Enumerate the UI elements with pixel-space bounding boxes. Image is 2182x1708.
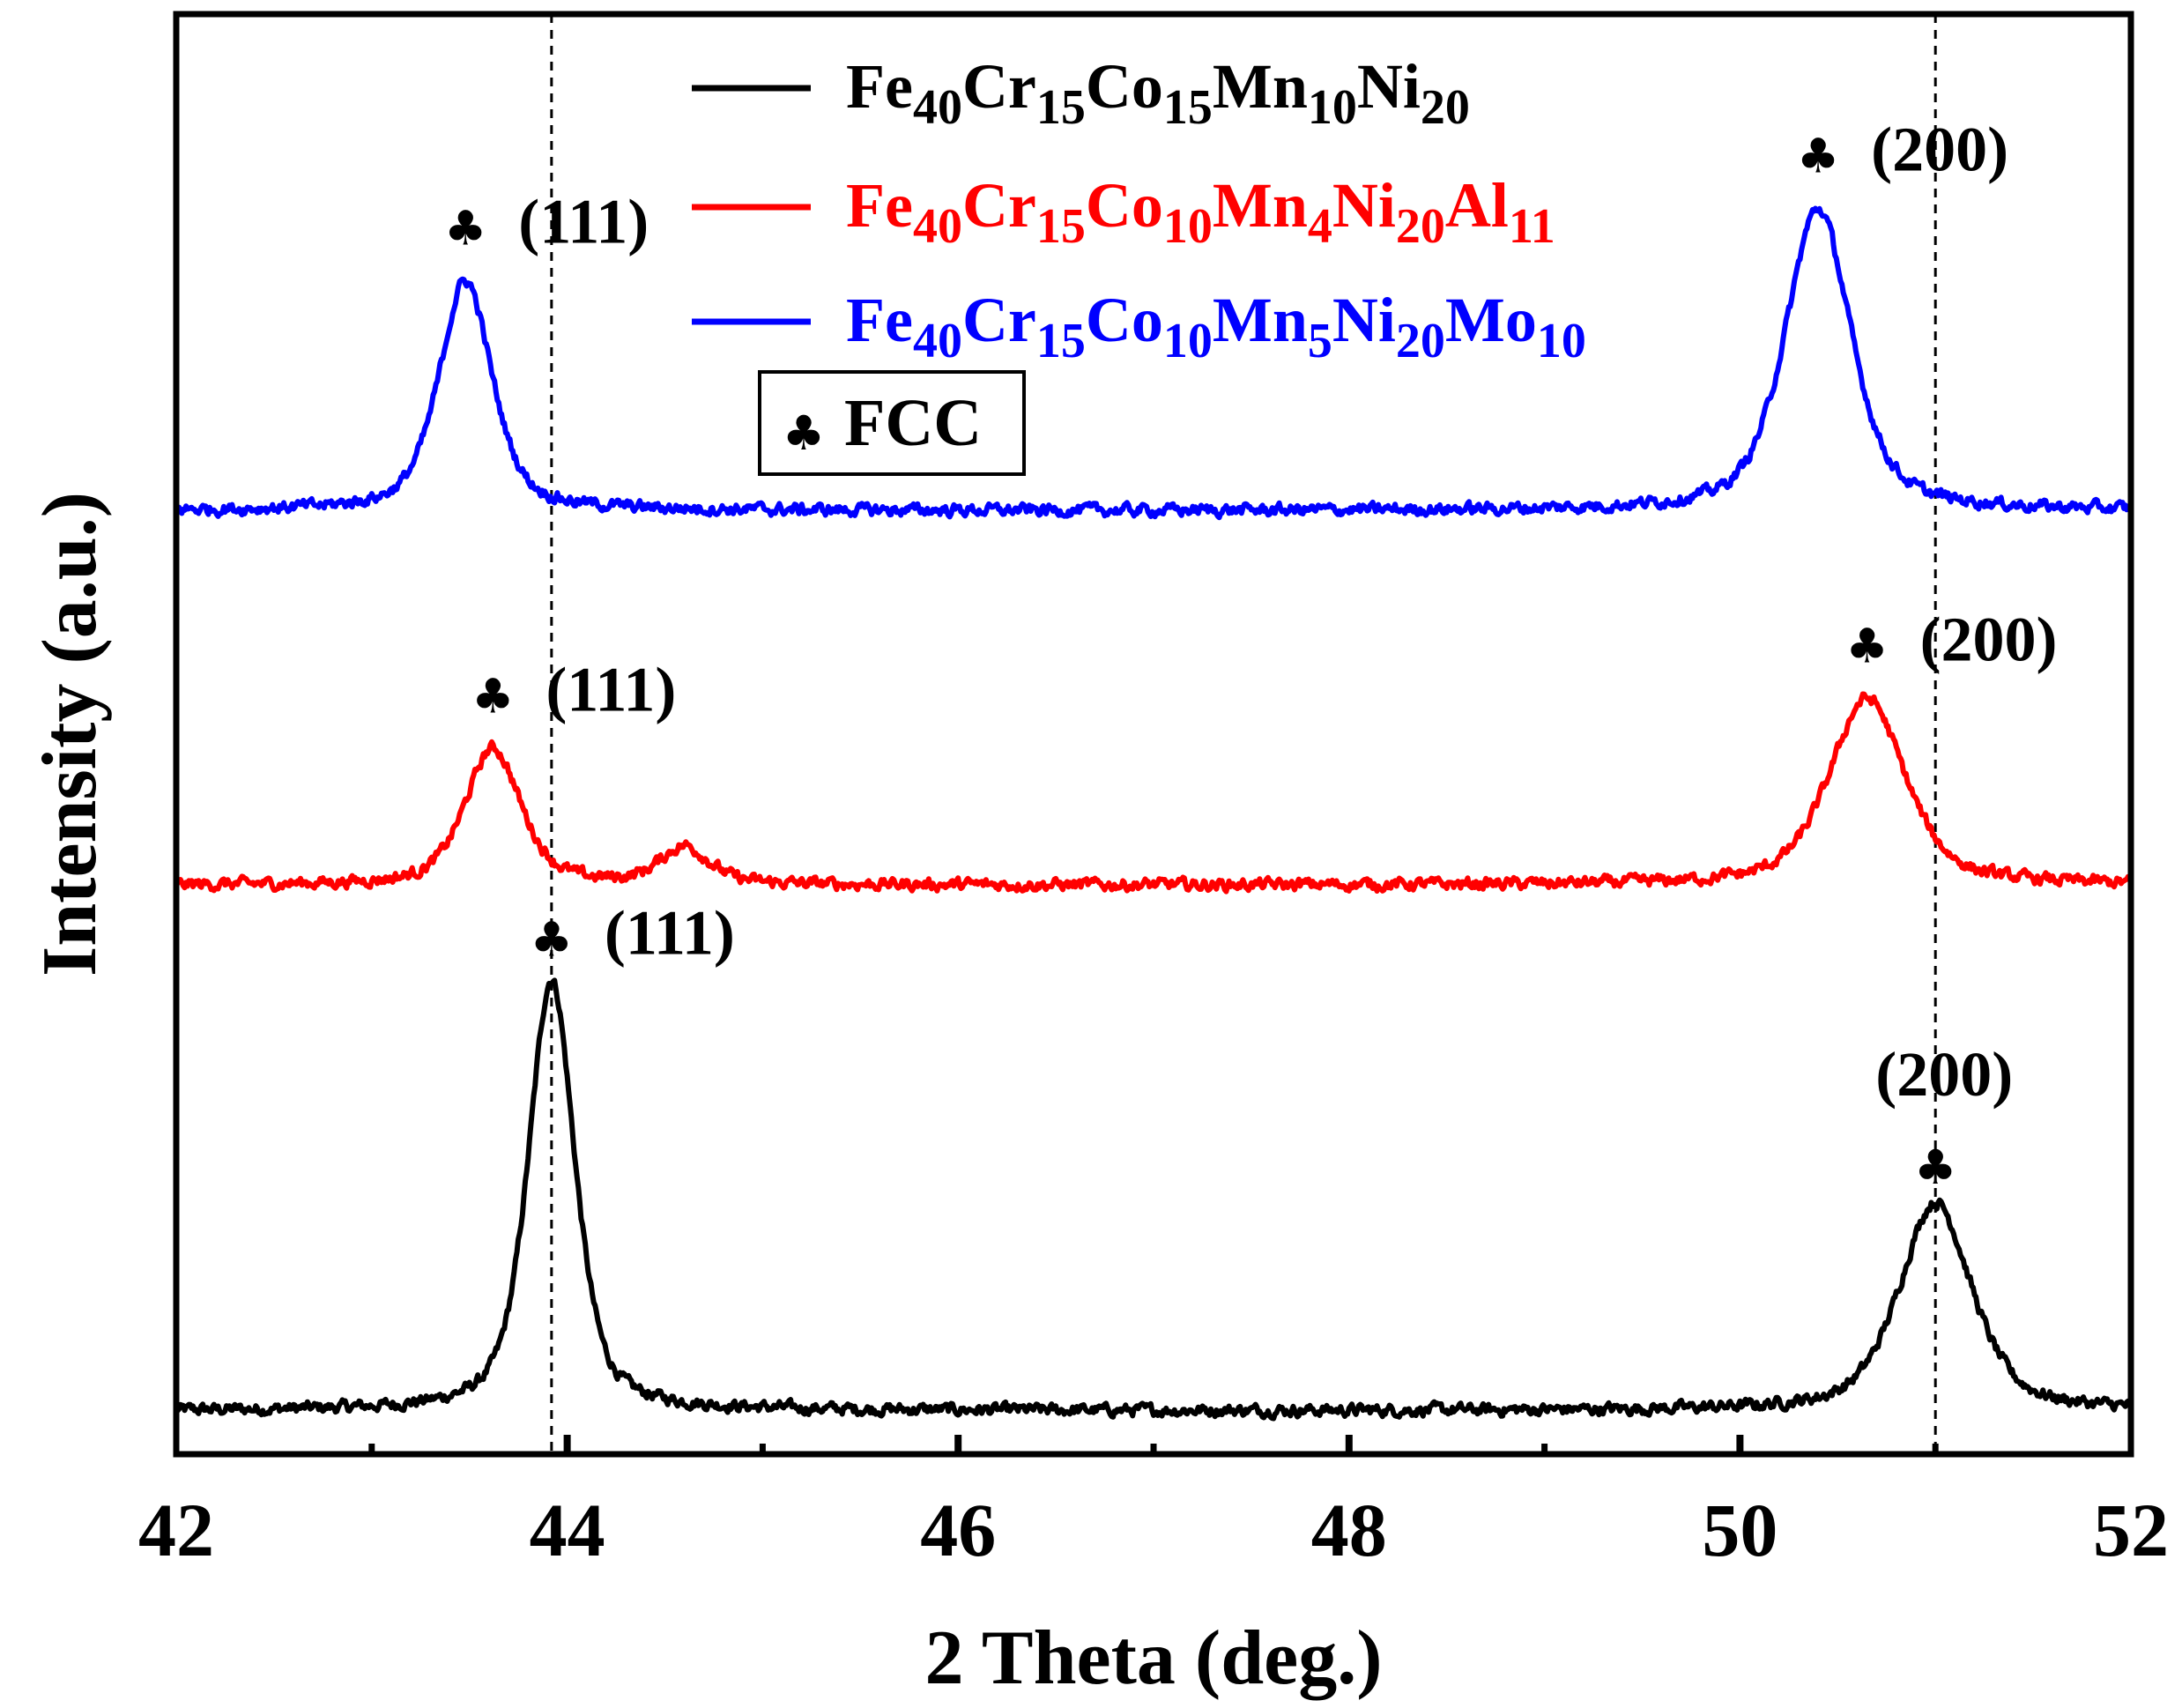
fcc-marker-icon: ♣	[1797, 129, 1839, 184]
series-line-1	[176, 691, 2131, 895]
x-tick-label: 44	[530, 1488, 605, 1572]
peak-label-5: (200)	[1871, 115, 2008, 185]
peak-label-3: (200)	[1920, 604, 2058, 674]
fcc-marker-icon: ♣	[531, 912, 573, 968]
x-axis-label: 2 Theta (deg.)	[924, 1615, 1382, 1701]
fcc-marker-icon: ♣	[444, 200, 486, 256]
fcc-marker-icon: ♣	[1914, 1140, 1956, 1195]
x-tick-label: 48	[1311, 1488, 1387, 1572]
phase-box-frame	[758, 370, 1026, 476]
x-tick-label: 46	[920, 1488, 996, 1572]
legend-label-1: Fe40​Cr15​Co10​Mn4​Ni20​Al11​	[846, 170, 1555, 254]
x-tick-label: 50	[1702, 1488, 1778, 1572]
peak-label-2: (111)	[546, 654, 676, 724]
series-line-0	[176, 977, 2131, 1422]
phase-box: ♣ FCC	[758, 370, 1026, 476]
phase-box-label: FCC	[844, 386, 982, 460]
x-tick-label: 42	[138, 1488, 214, 1572]
fcc-marker-icon: ♣	[783, 405, 825, 461]
fcc-marker-icon: ♣	[1845, 618, 1888, 673]
fcc-marker-icon: ♣	[471, 668, 514, 724]
peak-label-1: (200)	[1875, 1039, 2013, 1110]
legend: Fe40​Cr15​Co15​Mn10​Ni20​ Fe40​Cr15​Co10​…	[692, 51, 1586, 368]
y-axis-label: Intensity (a.u.)	[27, 492, 113, 977]
legend-label-2: Fe40​Cr15​Co10​Mn5​Ni20​Mo10​	[846, 285, 1586, 368]
x-tick-label: 52	[2093, 1488, 2169, 1572]
legend-label-0: Fe40​Cr15​Co15​Mn10​Ni20​	[846, 51, 1470, 135]
peak-label-0: (111)	[605, 898, 735, 969]
series-line-2	[176, 205, 2131, 521]
peak-label-4: (111)	[518, 186, 649, 256]
